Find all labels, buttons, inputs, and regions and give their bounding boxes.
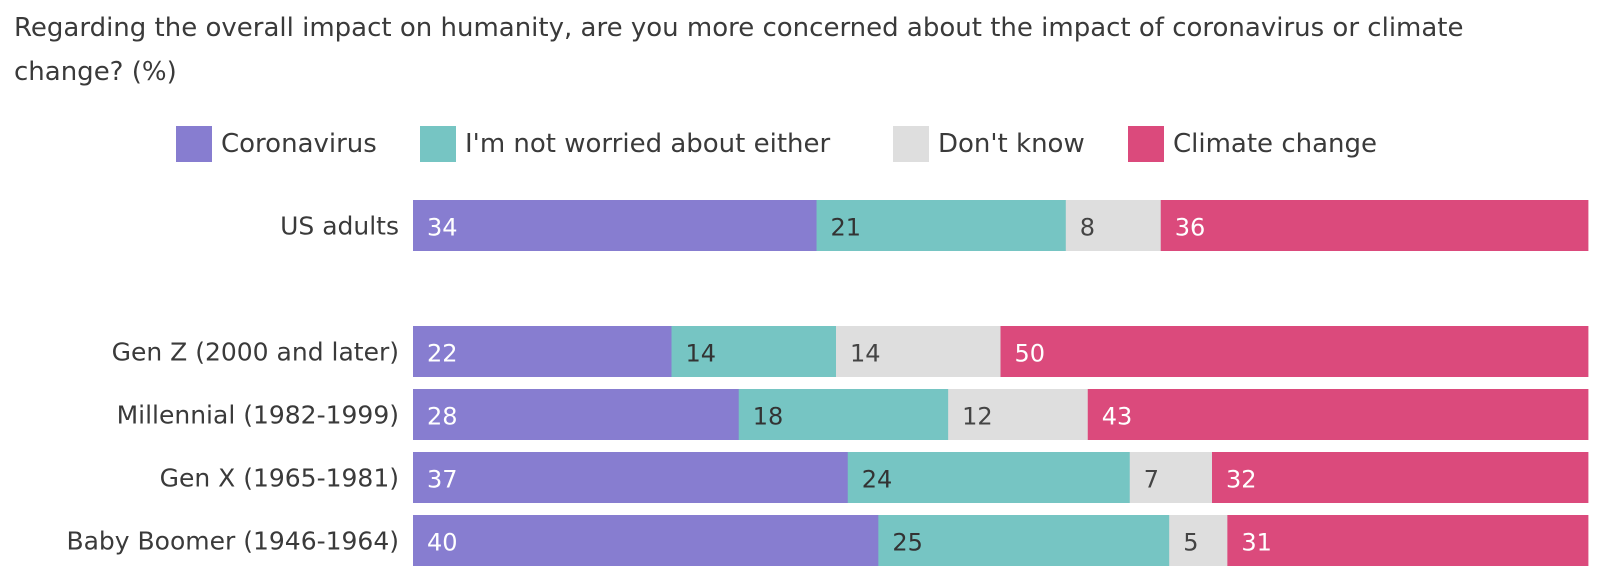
- legend-label: Climate change: [1173, 129, 1378, 159]
- bar-segment-i-m-not-worried-about-either: [816, 200, 1067, 251]
- data-label: 36: [1175, 214, 1206, 242]
- legend-label: Coronavirus: [221, 129, 377, 159]
- bar-segment-don-t-know: [1065, 200, 1162, 251]
- legend-item-climate-change: Climate change: [1128, 124, 1377, 164]
- legend-item-don-t-know: Don't know: [893, 124, 1085, 164]
- legend-item-i-m-not-worried-about-either: I'm not worried about either: [420, 124, 830, 164]
- legend-swatch: [420, 126, 456, 162]
- legend-swatch: [176, 126, 212, 162]
- bar-segment-coronavirus: [413, 515, 879, 566]
- data-label: 18: [753, 403, 784, 431]
- data-label: 34: [427, 214, 458, 242]
- bar-segment-climate-change: [1227, 515, 1589, 566]
- data-label: 5: [1183, 529, 1198, 557]
- legend-label: I'm not worried about either: [465, 129, 831, 159]
- bar-segment-i-m-not-worried-about-either: [738, 389, 949, 440]
- bar-segment-i-m-not-worried-about-either: [671, 326, 837, 377]
- legend-swatch: [1128, 126, 1164, 162]
- bar-segment-coronavirus: [413, 389, 740, 440]
- chart-title: Regarding the overall impact on humanity…: [14, 13, 1464, 87]
- data-label: 22: [427, 340, 458, 368]
- bar-segment-coronavirus: [413, 200, 817, 251]
- bar-segment-don-t-know: [948, 389, 1089, 440]
- data-label: 37: [427, 466, 458, 494]
- data-label: 7: [1144, 466, 1159, 494]
- bar-segment-i-m-not-worried-about-either: [847, 452, 1131, 503]
- category-label: Millennial (1982-1999): [117, 401, 399, 430]
- data-label: 31: [1241, 529, 1272, 557]
- category-label: Gen X (1965-1981): [160, 464, 399, 493]
- data-label: 14: [686, 340, 717, 368]
- data-label: 8: [1080, 214, 1095, 242]
- bar-segment-climate-change: [1087, 389, 1589, 440]
- bar-segment-don-t-know: [836, 326, 1001, 377]
- data-label: 43: [1102, 403, 1133, 431]
- data-label: 12: [962, 403, 993, 431]
- category-label: Gen Z (2000 and later): [112, 338, 399, 367]
- bar-segment-climate-change: [1160, 200, 1589, 251]
- data-label: 21: [831, 214, 862, 242]
- data-label: 50: [1015, 340, 1046, 368]
- bar-segment-don-t-know: [1129, 452, 1213, 503]
- bar-segment-i-m-not-worried-about-either: [878, 515, 1170, 566]
- legend-swatch: [893, 126, 929, 162]
- data-label: 24: [862, 466, 893, 494]
- bar-segment-coronavirus: [413, 326, 672, 377]
- legend: Coronavirus I'm not worried about either D…: [0, 124, 1600, 164]
- data-label: 14: [850, 340, 881, 368]
- bar-segment-coronavirus: [413, 452, 849, 503]
- category-label: US adults: [280, 212, 399, 241]
- data-label: 32: [1226, 466, 1257, 494]
- bar-segment-climate-change: [1000, 326, 1589, 377]
- data-label: 25: [892, 529, 923, 557]
- data-label: 40: [427, 529, 458, 557]
- legend-item-coronavirus: Coronavirus: [176, 124, 377, 164]
- bar-segment-don-t-know: [1169, 515, 1228, 566]
- bar-segment-climate-change: [1212, 452, 1589, 503]
- category-label: Baby Boomer (1946-1964): [66, 527, 399, 556]
- data-label: 28: [427, 403, 458, 431]
- legend-label: Don't know: [938, 129, 1085, 159]
